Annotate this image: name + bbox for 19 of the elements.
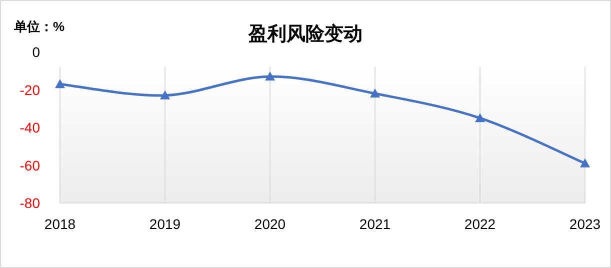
x-tick-label: 2023 xyxy=(569,216,601,232)
y-tick-label: -20 xyxy=(20,82,40,98)
text: 单位：% xyxy=(13,19,65,34)
y-tick-label: -60 xyxy=(20,157,40,174)
point xyxy=(160,90,170,100)
x-tick-label: 2020 xyxy=(254,216,286,232)
point xyxy=(580,158,590,168)
x-tick-label: 2019 xyxy=(149,216,181,232)
chart-title: 盈利风险变动 xyxy=(248,23,362,45)
x-tick-label: 2021 xyxy=(359,216,391,232)
point xyxy=(265,72,275,81)
point xyxy=(475,113,485,122)
x-tick-label: 2018 xyxy=(44,216,76,232)
point xyxy=(370,88,380,98)
x-tick-label: 2022 xyxy=(464,216,496,232)
y-tick-label: -40 xyxy=(20,120,40,136)
y-tick-label: -80 xyxy=(20,195,40,211)
y-tick-label: 0 xyxy=(32,44,40,60)
point xyxy=(55,79,65,88)
